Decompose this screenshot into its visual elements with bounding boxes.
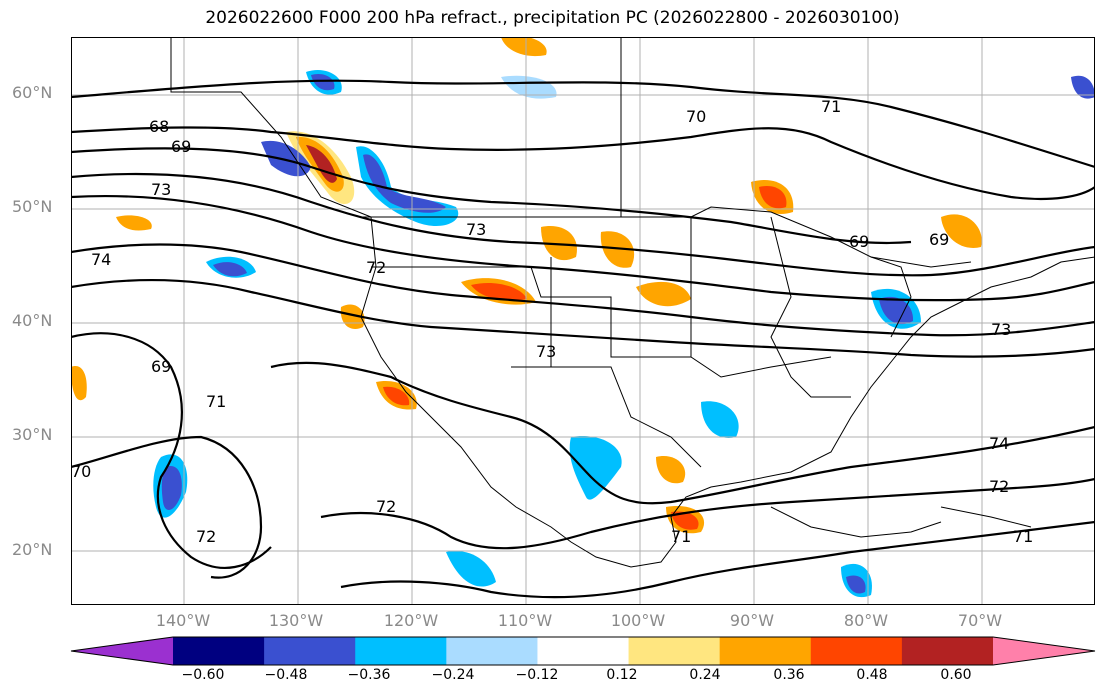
colorbar-tick: −0.12 (515, 667, 559, 683)
lon-label-130w: 130°W (268, 611, 324, 630)
colorbar-segment (719, 637, 812, 665)
colorbar-segment (355, 637, 447, 665)
colorbar-segment (446, 637, 538, 665)
map-title: 2026022600 F000 200 hPa refract., precip… (205, 8, 900, 28)
contour-label: 74 (989, 434, 1009, 453)
colorbar-tick: 0.12 (606, 667, 638, 683)
precipitation-shading (71, 37, 1095, 598)
colorbar-tick: 0.36 (773, 667, 805, 683)
colorbar-tick: −0.24 (431, 667, 475, 683)
colorbar-segment (628, 637, 721, 665)
contour-label: 71 (821, 97, 841, 116)
colorbar-segment (810, 637, 903, 665)
colorbar-extend-left (71, 637, 173, 665)
contour-label: 73 (151, 180, 171, 199)
colorbar-tick: −0.36 (347, 667, 391, 683)
lon-label-80w: 80°W (843, 611, 889, 630)
contour-label: 69 (849, 232, 869, 251)
contour-label: 69 (929, 230, 949, 249)
lon-label-140w: 140°W (155, 611, 211, 630)
lon-label-110w: 110°W (497, 611, 553, 630)
lat-label-20n: 20°N (12, 540, 53, 559)
contour-label: 72 (366, 258, 386, 277)
colorbar-tick: −0.48 (264, 667, 308, 683)
contour-label: 73 (536, 342, 556, 361)
contour-label: 71 (206, 392, 226, 411)
colorbar-tick: 0.48 (856, 667, 888, 683)
colorbar-segment (264, 637, 356, 665)
lon-label-100w: 100°W (610, 611, 666, 630)
contour-label: 73 (991, 320, 1011, 339)
colorbar-tick: 0.24 (689, 667, 721, 683)
colorbar-segment (537, 637, 630, 665)
contour-label: 69 (151, 357, 171, 376)
lon-label-90w: 90°W (729, 611, 775, 630)
lat-label-40n: 40°N (12, 311, 53, 330)
colorbar-tick: 0.60 (940, 667, 972, 683)
contour-label: 69 (171, 137, 191, 156)
contour-label: 70 (71, 462, 91, 481)
lat-label-30n: 30°N (12, 425, 53, 444)
contour-label: 72 (376, 497, 396, 516)
contour-label: 72 (196, 527, 216, 546)
contour-label: 72 (989, 477, 1009, 496)
contour-label: 73 (466, 220, 486, 239)
lon-label-120w: 120°W (383, 611, 439, 630)
colorbar (70, 636, 1096, 666)
lon-label-70w: 70°W (957, 611, 1003, 630)
contour-label: 74 (91, 250, 111, 269)
refractivity-contours (71, 79, 1095, 599)
colorbar-extend-right (993, 637, 1095, 665)
colorbar-segments (71, 637, 1095, 665)
map-frame (71, 37, 1095, 605)
contour-label: 71 (671, 527, 691, 546)
contour-label-group: 68 69 73 74 72 73 70 71 69 69 73 73 69 7… (71, 97, 1033, 546)
contour-label: 70 (686, 107, 706, 126)
colorbar-tick: −0.60 (181, 667, 225, 683)
map-panel: 68 69 73 74 72 73 70 71 69 69 73 73 69 7… (71, 37, 1095, 605)
contour-label: 71 (1013, 527, 1033, 546)
lat-label-50n: 50°N (12, 197, 53, 216)
lat-label-60n: 60°N (12, 83, 53, 102)
colorbar-segment (901, 637, 994, 665)
colorbar-segment (173, 637, 265, 665)
contour-label: 68 (149, 117, 169, 136)
